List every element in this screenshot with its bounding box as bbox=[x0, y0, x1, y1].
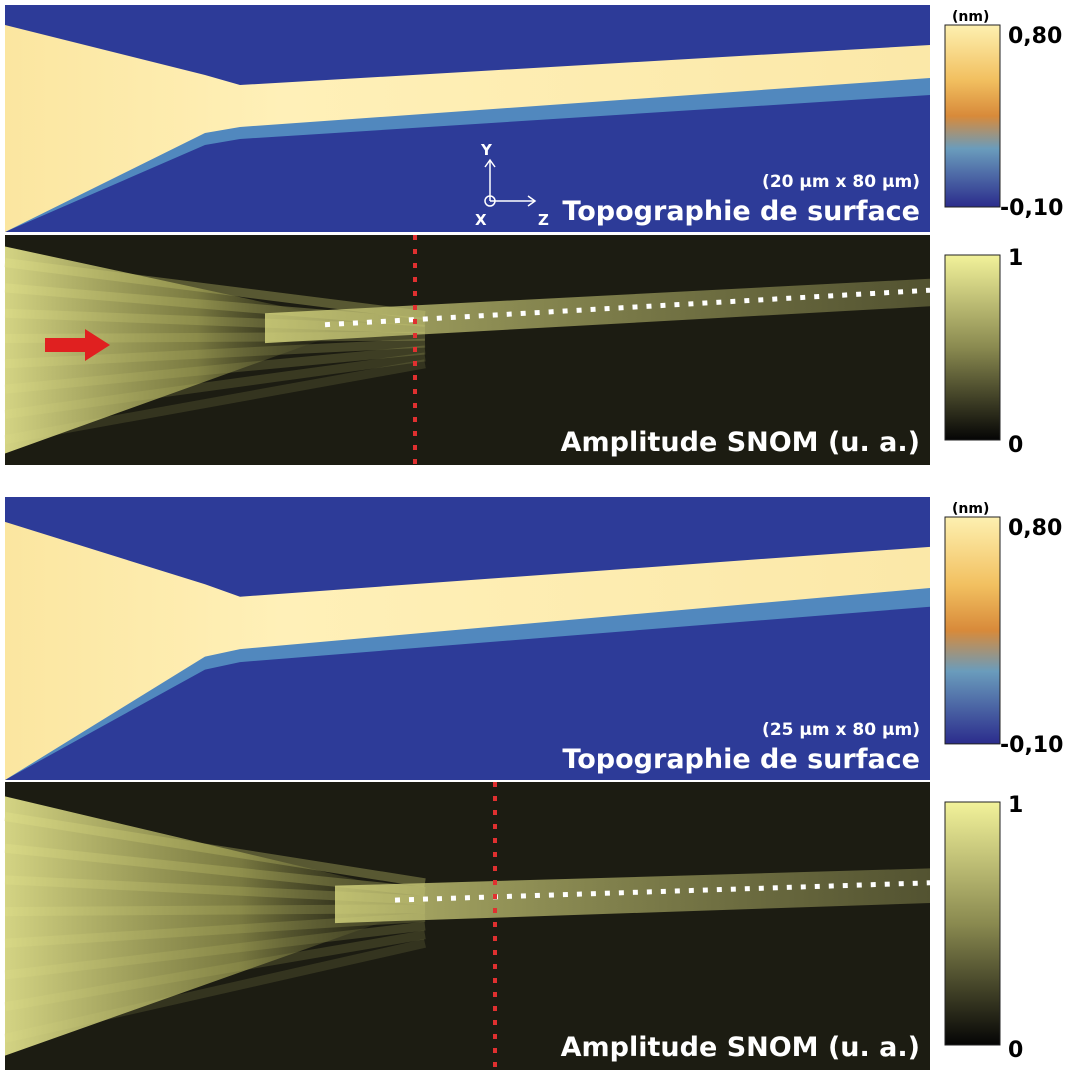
z-axis-label: Z bbox=[538, 211, 549, 229]
topography-colorbar bbox=[944, 24, 1001, 208]
colorbar-max: 0,80 bbox=[1008, 24, 1062, 49]
snom-label: Amplitude SNOM (u. a.) bbox=[561, 1032, 920, 1063]
colorbar-unit: (nm) bbox=[952, 501, 989, 517]
colorbar-max: 1 bbox=[1008, 246, 1023, 271]
y-arrowhead bbox=[484, 158, 496, 168]
x-axis-label: X bbox=[475, 211, 487, 229]
guided-mode bbox=[335, 868, 930, 924]
z-arrowhead bbox=[527, 195, 537, 207]
snom-colorbar bbox=[944, 254, 1001, 441]
topography-panel: (20 µm x 80 µm) Topographie de surface Y X Z bbox=[5, 5, 930, 232]
waveguide-topography bbox=[5, 521, 930, 780]
guided-mode bbox=[265, 278, 930, 344]
mode-guide-dots bbox=[394, 880, 931, 903]
topography-colorbar bbox=[944, 516, 1001, 745]
snom-panel: Amplitude SNOM (u. a.) bbox=[4, 235, 931, 465]
colorbar-min: 0 bbox=[1008, 1038, 1023, 1063]
colorbar-min: -0,10 bbox=[1000, 196, 1063, 221]
topography-panel: (25 µm x 80 µm) Topographie de surface bbox=[5, 497, 930, 780]
topography-label: Topographie de surface bbox=[562, 196, 920, 227]
scan-size: (25 µm x 80 µm) bbox=[762, 720, 920, 740]
colorbar-min: -0,10 bbox=[1000, 733, 1063, 758]
topography-label: Topographie de surface bbox=[562, 744, 920, 775]
colorbar-unit: (nm) bbox=[952, 9, 989, 25]
snom-panel: Amplitude SNOM (u. a.) bbox=[4, 782, 931, 1070]
mode-guide-dots bbox=[324, 287, 931, 328]
snom-colorbar bbox=[944, 801, 1001, 1046]
colorbar-max: 1 bbox=[1008, 793, 1023, 818]
input-arrow bbox=[45, 329, 110, 361]
colorbar-max: 0,80 bbox=[1008, 516, 1062, 541]
colorbar-min: 0 bbox=[1008, 433, 1023, 458]
y-axis-label: Y bbox=[480, 141, 493, 159]
snom-wedge bbox=[5, 796, 395, 1056]
snom-label: Amplitude SNOM (u. a.) bbox=[561, 427, 920, 458]
scan-size: (20 µm x 80 µm) bbox=[762, 172, 920, 192]
axes-indicator bbox=[484, 158, 537, 207]
snom-wedge bbox=[5, 246, 325, 454]
waveguide-topography bbox=[5, 25, 930, 232]
x-axis-symbol bbox=[484, 195, 496, 207]
